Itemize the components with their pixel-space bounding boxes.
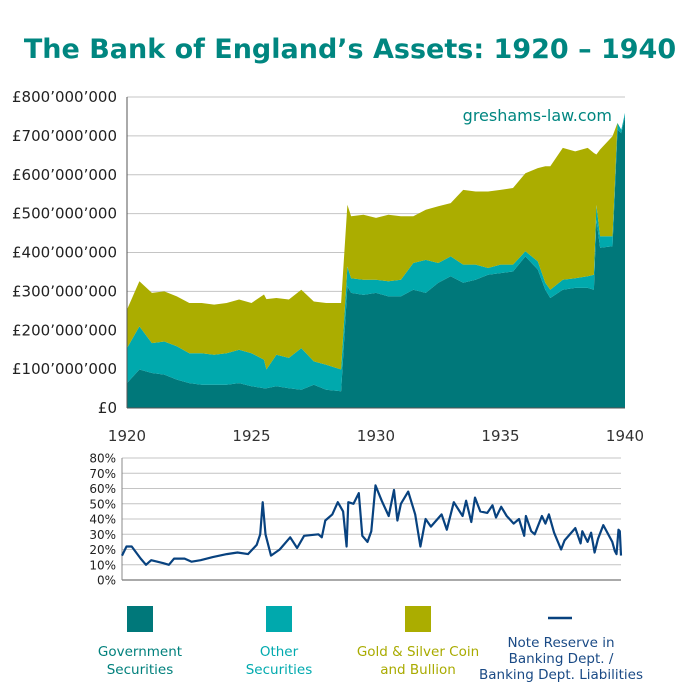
area-series-0 [127,116,625,409]
top-chart-axes: 1920 1925 1930 1935 1940 [108,97,644,445]
legend-label: Gold & Silver Coin [357,644,479,660]
x-tick-label: 1925 [232,427,270,445]
x-tick-label: 1940 [606,427,644,445]
legend-label: Banking Dept. Liabilities [479,667,643,683]
y-tick-label: £700’000’000 [12,127,117,145]
y-tick-label: £500’000’000 [12,205,117,223]
legend-label: Securities [107,662,174,678]
legend-label: Government [98,644,182,660]
y-tick-label: £800’000’000 [12,88,117,106]
chart-title: The Bank of England’s Assets: 1920 – 194… [24,34,676,65]
bottom-chart-grid: 0% 10%20%30%40% 50%60%70%80% [89,452,621,588]
y-tick-label: 10% [89,558,116,572]
legend-label: Other [260,644,299,660]
note-reserve-ratio-line [121,484,623,566]
area-series-2 [127,112,625,370]
x-tick-label: 1920 [108,427,146,445]
watermark: greshams-law.com [463,106,612,125]
y-tick-label: £600’000’000 [12,166,117,184]
y-tick-label: £300’000’000 [12,282,117,300]
y-tick-label: £200’000’000 [12,321,117,339]
legend-label: and Bullion [380,662,456,678]
y-tick-label: 60% [89,482,116,496]
y-tick-label: £400’000’000 [12,244,117,262]
legend: Government Securities Other Securities Gold … [98,606,643,683]
top-chart-areas [127,112,625,409]
y-tick-label: 20% [89,543,116,557]
x-tick-label: 1935 [481,427,519,445]
legend-label: Note Reserve in [507,635,614,651]
legend-swatch [127,606,153,632]
legend-swatch [266,606,292,632]
bottom-chart-line [121,484,623,566]
y-tick-label: £100’000’000 [12,360,117,378]
legend-swatch [405,606,431,632]
y-tick-label: 30% [89,528,116,542]
y-tick-label: £0 [98,399,117,417]
legend-label: Banking Dept. / [509,651,614,667]
y-tick-label: 80% [89,452,116,466]
y-tick-label: 70% [89,467,116,481]
y-tick-label: 0% [97,574,116,588]
y-tick-label: 50% [89,497,116,511]
y-tick-label: 40% [89,513,116,527]
x-tick-label: 1930 [357,427,395,445]
legend-label: Securities [246,662,313,678]
area-series-1 [127,112,625,392]
